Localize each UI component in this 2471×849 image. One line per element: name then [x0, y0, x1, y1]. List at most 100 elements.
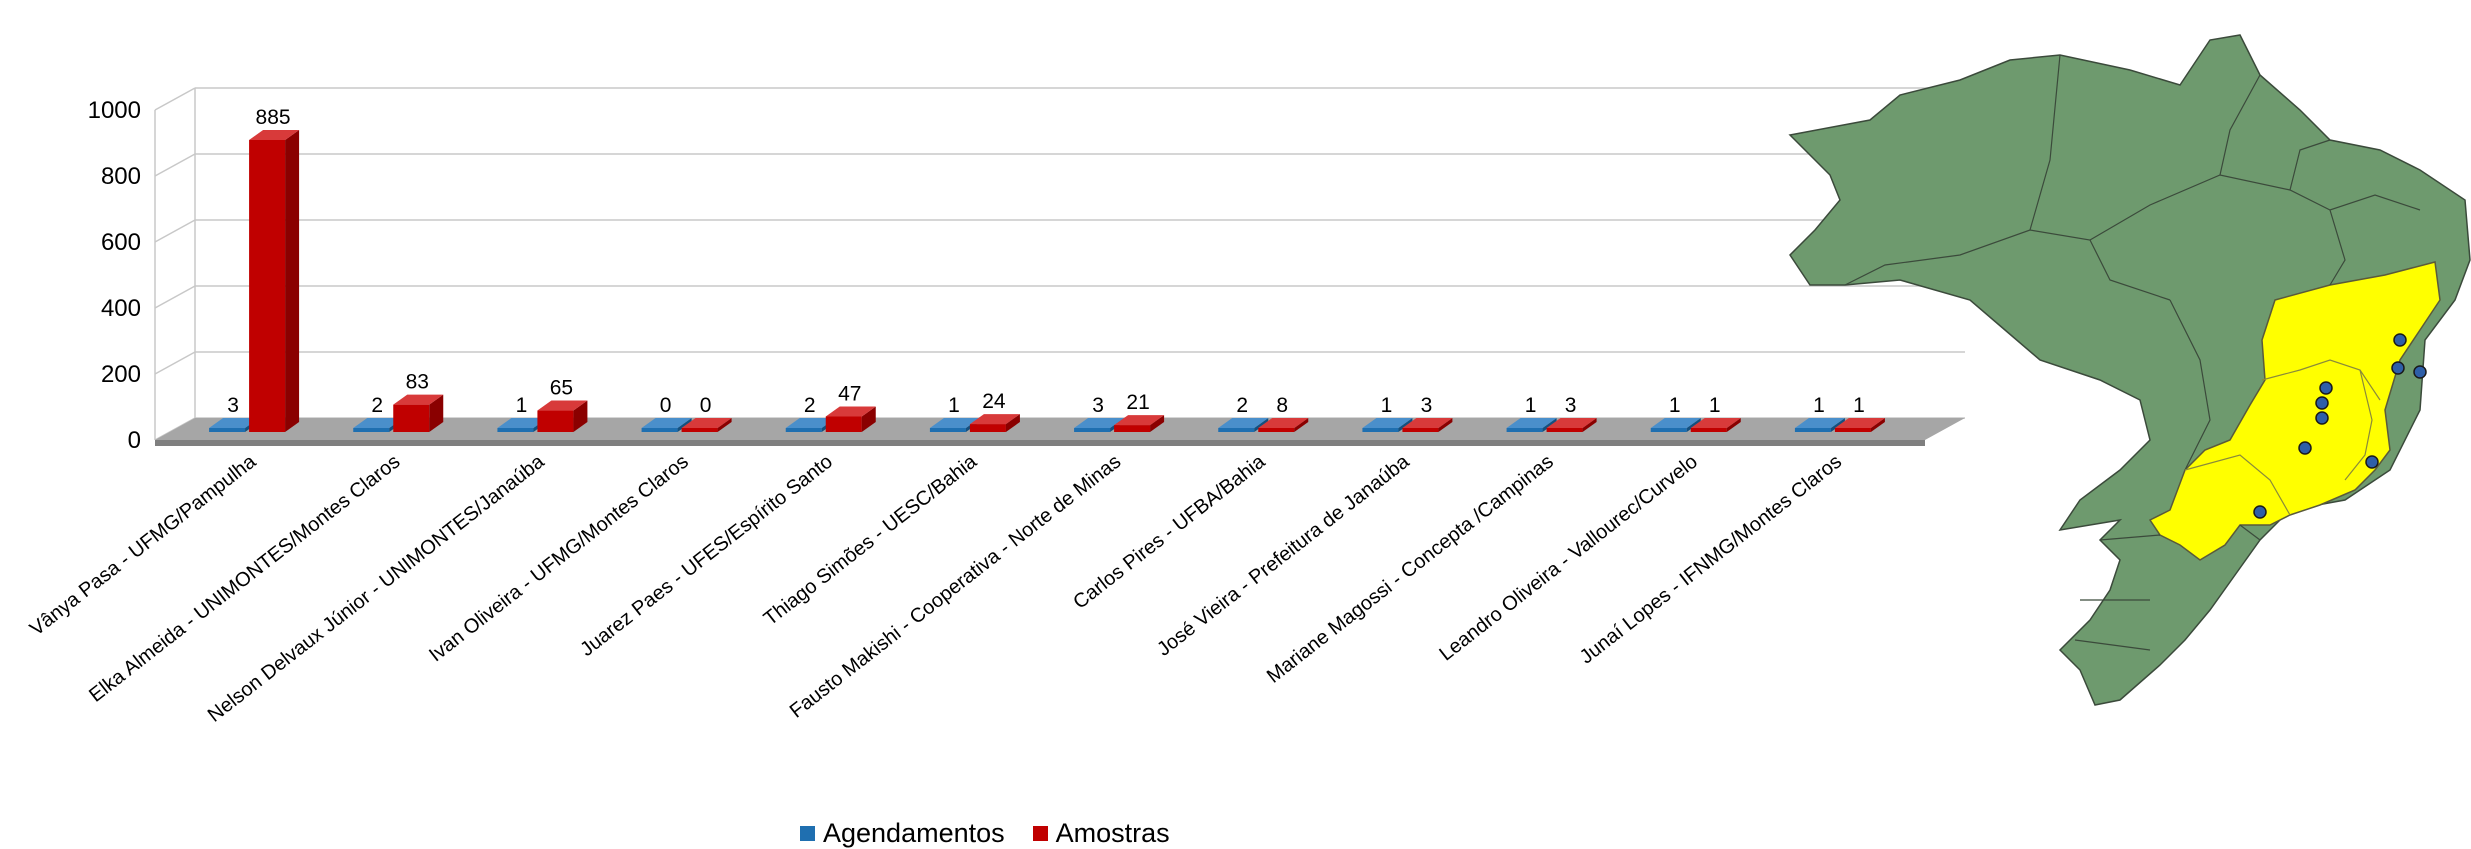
bar-amostras	[1834, 428, 1871, 432]
bar-side	[1294, 418, 1309, 432]
bar-side	[573, 400, 588, 432]
map-highlight-border	[2344, 369, 2373, 481]
bar-agendamentos	[353, 428, 390, 432]
brazil-map	[1788, 34, 2471, 706]
x-tick-label: Ivan Oliveira - UFMG/Montes Claros	[425, 451, 693, 667]
gridline-side	[154, 153, 196, 177]
map-border-line	[2099, 534, 2161, 541]
bar-agendamentos	[209, 428, 246, 432]
map-border-line	[2329, 209, 2346, 286]
bar-top	[969, 414, 1020, 425]
bar-agendamentos	[497, 428, 534, 432]
bar-side	[677, 418, 692, 432]
data-label: 47	[838, 382, 861, 405]
bar-top	[1218, 418, 1269, 428]
bar-amostras	[825, 416, 862, 432]
bar-amostras	[537, 410, 574, 432]
bar-agendamentos	[1218, 428, 1255, 432]
bar-agendamentos	[1074, 428, 1111, 432]
data-label: 885	[256, 106, 291, 129]
legend-label-agendamentos: Agendamentos	[823, 818, 1005, 848]
bar-agendamentos	[1650, 428, 1687, 432]
map-marker	[2319, 381, 2333, 395]
bar-side	[285, 129, 300, 432]
bar-side	[1438, 418, 1453, 432]
bar-agendamentos	[785, 428, 822, 432]
bar-side	[1870, 418, 1885, 432]
bar-top	[1834, 418, 1885, 428]
data-label: 2	[804, 394, 816, 417]
bar-amostras	[969, 424, 1006, 432]
map-border-line	[2029, 54, 2061, 231]
bar-top	[1362, 418, 1413, 428]
bar-top	[209, 418, 260, 428]
data-label: 1	[1525, 394, 1537, 417]
data-label: 2	[371, 394, 383, 417]
data-label: 1	[516, 394, 528, 417]
x-tick-label: Junaí Lopes - IFNMG/Montes Claros	[1576, 451, 1846, 669]
data-label: 3	[227, 394, 239, 417]
plot-area	[154, 87, 1965, 446]
bar-amostras	[1258, 428, 1295, 432]
chart-floor-edge	[155, 440, 1925, 446]
bar-top	[641, 418, 692, 428]
gridline-side	[154, 219, 196, 243]
data-label: 65	[550, 377, 573, 400]
bar-side	[717, 418, 732, 432]
map-border-line	[2289, 139, 2331, 191]
bar-side	[1150, 415, 1165, 432]
x-tick-label: Fausto Makishi - Cooperativa - Norte de …	[786, 451, 1125, 723]
bar-top	[929, 418, 980, 428]
map-marker	[2315, 396, 2329, 410]
map-border-line	[2219, 74, 2261, 176]
data-label: 1	[1813, 394, 1825, 417]
bar-amostras	[681, 428, 718, 432]
data-label: 1	[1669, 394, 1681, 417]
bar-agendamentos	[641, 428, 678, 432]
x-tick-label: Nelson Delvaux Júnior - UNIMONTES/Janaúb…	[204, 450, 549, 727]
map-marker	[2393, 333, 2407, 347]
bar-top	[681, 418, 732, 428]
map-marker	[2413, 365, 2427, 379]
bar-side	[1254, 418, 1269, 432]
x-tick-label: Leandro Oliveira - Vallourec/Curvelo	[1435, 451, 1701, 666]
gridline-side	[154, 351, 196, 375]
map-marker	[2365, 455, 2379, 469]
data-label: 0	[700, 394, 712, 417]
chart-floor	[155, 418, 1965, 440]
bar-side	[1398, 418, 1413, 432]
map-marker	[2298, 441, 2312, 455]
data-label: 2	[1236, 394, 1248, 417]
legend-item-amostras: Amostras	[1032, 818, 1170, 849]
data-label: 3	[1092, 394, 1104, 417]
bar-top	[1258, 418, 1309, 428]
bar-amostras	[393, 404, 430, 432]
bar-agendamentos	[1362, 428, 1399, 432]
legend: Agendamentos Amostras	[800, 818, 1170, 849]
bar-side	[1726, 418, 1741, 432]
map-border-line	[2169, 299, 2211, 471]
legend-label-amostras: Amostras	[1055, 818, 1170, 848]
data-label: 8	[1276, 394, 1288, 417]
bar-top	[497, 418, 548, 428]
map-highlight-border	[2184, 454, 2291, 516]
map-marker	[2315, 411, 2329, 425]
legend-swatch-agendamentos	[800, 826, 815, 841]
y-tick-label: 200	[101, 361, 141, 388]
bar-side	[1830, 418, 1845, 432]
bar-top	[1506, 418, 1557, 428]
bar-top	[249, 129, 300, 140]
data-label: 1	[1853, 394, 1865, 417]
data-label: 24	[982, 390, 1006, 413]
bar-amostras	[1546, 428, 1583, 432]
bar-amostras	[1114, 425, 1151, 432]
bar-top	[785, 418, 836, 428]
x-tick-label: Elka Almeida - UNIMONTES/Montes Claros	[85, 451, 404, 707]
legend-item-agendamentos: Agendamentos	[800, 818, 1005, 849]
bar-amostras	[249, 139, 286, 432]
y-tick-label: 600	[101, 229, 141, 256]
bar-agendamentos	[1794, 428, 1831, 432]
data-label: 1	[948, 394, 960, 417]
